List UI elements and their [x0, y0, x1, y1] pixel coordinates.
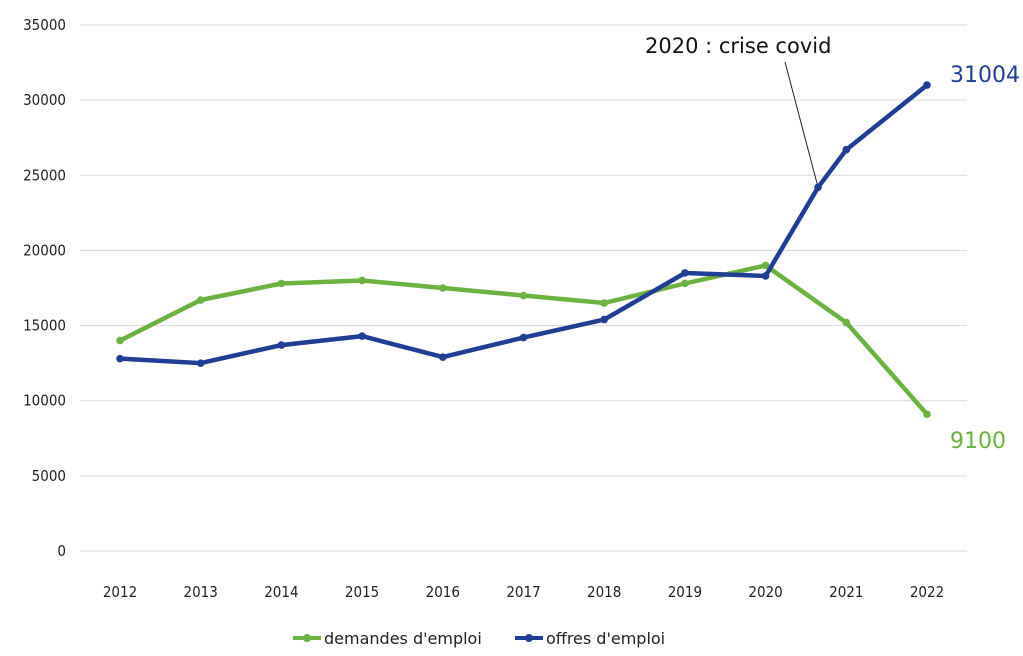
y-tick-label: 15000: [23, 317, 66, 335]
x-tick-label: 2017: [506, 583, 540, 601]
x-tick-label: 2015: [345, 583, 379, 601]
data-point: [358, 332, 366, 340]
x-tick-label: 2019: [668, 583, 702, 601]
y-tick-label: 5000: [32, 467, 66, 485]
y-tick-label: 10000: [23, 392, 66, 410]
x-tick-label: 2018: [587, 583, 621, 601]
data-point: [196, 296, 205, 304]
x-tick-label: 2020: [748, 583, 782, 601]
data-point: [681, 279, 689, 288]
y-tick-label: 30000: [23, 91, 66, 109]
data-point: [116, 336, 124, 345]
data-point: [923, 410, 931, 419]
data-point: [519, 333, 528, 342]
x-tick-label: 2016: [426, 583, 460, 601]
y-tick-label: 20000: [23, 241, 66, 259]
y-tick-label: 25000: [23, 166, 66, 184]
x-tick-label: 2012: [103, 583, 137, 601]
x-tick-label: 2013: [184, 583, 218, 601]
data-point: [439, 353, 447, 361]
annotation-leader-line: [784, 61, 819, 188]
data-point: [761, 272, 770, 280]
data-point: [600, 299, 608, 307]
data-point: [600, 315, 608, 324]
x-axis-ticks: 2012 2013 2014 2015 2016 2017 2018 2019 2020 2021…: [103, 583, 944, 601]
data-point: [116, 354, 124, 363]
legend-marker: [525, 634, 533, 642]
data-point: [277, 279, 286, 288]
x-tick-label: 2022: [910, 583, 944, 601]
series-line-offres: [117, 82, 930, 366]
data-point: [842, 318, 851, 327]
series-lines: [116, 81, 931, 419]
x-tick-label: 2021: [829, 583, 863, 601]
legend: demandes d'emploi offres d'emploi: [293, 629, 665, 648]
y-tick-label: 0: [57, 542, 66, 560]
y-tick-label: 35000: [23, 16, 66, 34]
data-point: [196, 359, 205, 367]
y-axis-ticks: 0 5000 10000 15000 20000 25000 30000 35000: [23, 16, 66, 560]
data-point: [277, 341, 286, 349]
data-point: [814, 183, 822, 192]
x-tick-label: 2014: [264, 583, 298, 601]
annotation-text: 2020 : crise covid: [645, 34, 831, 58]
legend-marker: [303, 634, 311, 642]
gridlines: [80, 24, 967, 552]
data-point: [681, 269, 689, 277]
data-point: [358, 276, 366, 285]
data-point: [761, 261, 770, 270]
legend-label: demandes d'emploi: [324, 629, 482, 648]
data-point: [842, 145, 851, 154]
data-point: [519, 291, 528, 300]
end-value-label: 9100: [950, 429, 1006, 454]
legend-label: offres d'emploi: [546, 629, 665, 648]
end-labels: 9100 31004: [950, 63, 1020, 454]
data-point: [439, 284, 447, 292]
end-value-label: 31004: [950, 63, 1020, 88]
covid-annotation: 2020 : crise covid: [645, 34, 831, 188]
data-point: [923, 81, 931, 89]
